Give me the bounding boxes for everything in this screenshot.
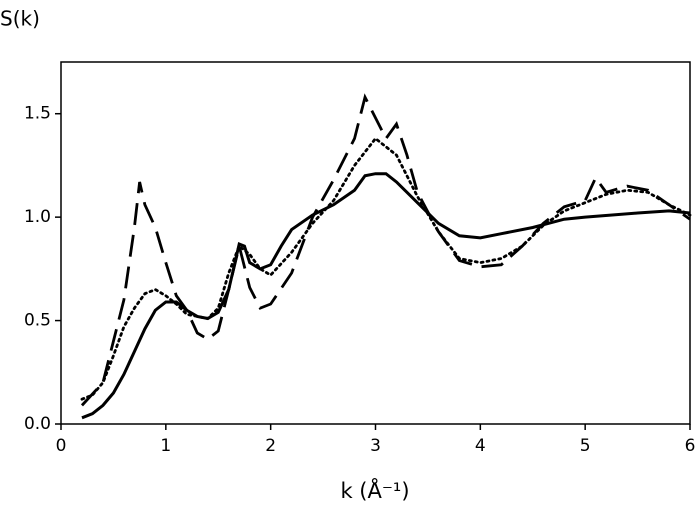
y-tick-label: 1.5	[24, 104, 51, 124]
y-tick-label: 1.0	[24, 207, 51, 227]
series-line	[80, 136, 692, 401]
series-line	[80, 93, 691, 407]
x-tick-label: 2	[265, 436, 276, 456]
y-tick-label: 0.5	[24, 311, 51, 331]
y-axis-label: S(k)	[0, 7, 40, 31]
x-tick-label: 0	[56, 436, 67, 456]
y-tick-label: 0.0	[24, 414, 51, 434]
x-tick-label: 5	[580, 436, 591, 456]
series-line	[81, 172, 691, 420]
x-axis-label: k (Å⁻¹)	[340, 477, 409, 503]
x-tick-label: 4	[475, 436, 486, 456]
x-tick-label: 6	[685, 436, 696, 456]
x-tick-label: 3	[370, 436, 381, 456]
x-tick-label: 1	[160, 436, 171, 456]
